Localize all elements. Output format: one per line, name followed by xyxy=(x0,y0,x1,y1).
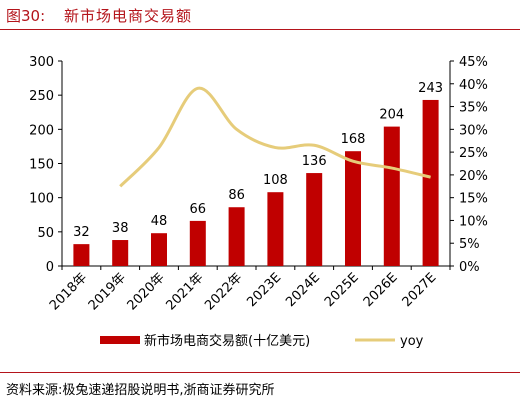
legend-line-label: yoy xyxy=(400,334,424,349)
bar xyxy=(189,220,206,266)
x-category-label: 2020年 xyxy=(125,270,168,313)
bar xyxy=(383,126,400,266)
bar-data-label: 243 xyxy=(418,81,443,96)
x-category-label: 2022年 xyxy=(202,270,245,313)
left-tick-label: 100 xyxy=(29,192,54,207)
yoy-line xyxy=(119,86,431,188)
right-tick-label: 35% xyxy=(459,101,488,116)
bar xyxy=(112,240,129,266)
bar-data-label: 204 xyxy=(379,108,404,123)
left-tick-label: 300 xyxy=(29,55,54,70)
x-category-label: 2018年 xyxy=(47,270,90,313)
x-category-label: 2021年 xyxy=(163,270,206,313)
legend-bar-swatch xyxy=(100,336,140,344)
legend-bar-label: 新市场电商交易额(十亿美元) xyxy=(144,333,310,349)
left-tick-label: 0 xyxy=(46,260,54,275)
bar xyxy=(73,244,90,266)
x-category-label: 2019年 xyxy=(86,270,129,313)
bar-data-label: 48 xyxy=(151,214,168,229)
bar-data-label: 136 xyxy=(302,154,327,169)
right-tick-label: 45% xyxy=(459,55,488,70)
x-category-label: 2025E xyxy=(322,270,362,310)
left-tick-label: 250 xyxy=(29,89,54,104)
bar xyxy=(228,207,245,266)
figure-title: 新市场电商交易额 xyxy=(64,7,193,25)
bar-data-label: 86 xyxy=(228,188,245,203)
bar xyxy=(345,151,361,266)
bar xyxy=(306,173,323,266)
right-tick-label: 30% xyxy=(459,123,488,138)
left-tick-label: 150 xyxy=(29,158,54,173)
x-category-label: 2023E xyxy=(244,270,284,310)
right-tick-label: 0% xyxy=(459,260,480,275)
x-category-label: 2027E xyxy=(400,270,440,310)
left-tick-label: 200 xyxy=(29,123,54,138)
header-rule xyxy=(0,29,520,30)
bar-data-label: 168 xyxy=(341,132,366,147)
bar xyxy=(422,99,439,266)
bar xyxy=(151,233,167,266)
bar-data-label: 108 xyxy=(263,173,288,188)
footer-rule xyxy=(0,372,520,373)
right-tick-label: 15% xyxy=(459,192,488,207)
source-note: 资料来源:极兔速递招股说明书,浙商证券研究所 xyxy=(6,383,275,398)
figure-header: 图30: 新市场电商交易额 xyxy=(0,0,520,30)
bar-data-label: 32 xyxy=(73,225,90,240)
bar xyxy=(267,192,284,266)
chart: 0 50 100 150 200 250 300 0% 5% 10% 15% 20% 25% 30% 35%… xyxy=(29,55,488,349)
bar-data-label: 66 xyxy=(190,202,207,217)
right-tick-label: 25% xyxy=(459,146,488,161)
right-tick-label: 10% xyxy=(459,214,488,229)
right-tick-label: 5% xyxy=(459,237,480,252)
right-tick-label: 40% xyxy=(459,78,488,93)
x-category-label: 2026E xyxy=(361,270,401,310)
bar-data-label: 38 xyxy=(112,221,129,236)
left-tick-label: 50 xyxy=(37,226,54,241)
figure-label: 图30: xyxy=(6,7,46,25)
right-tick-label: 20% xyxy=(459,169,488,184)
x-category-label: 2024E xyxy=(283,270,323,310)
